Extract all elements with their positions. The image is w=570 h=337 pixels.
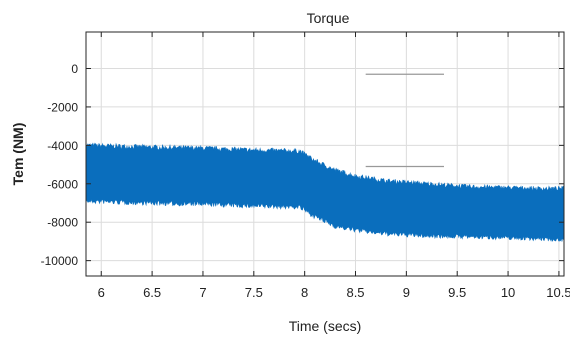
x-tick-label: 10.5 (546, 285, 570, 300)
y-tick-label: 0 (71, 62, 78, 76)
y-tick-labels: 0 -2000 -4000 -6000 -8000 -10000 (41, 62, 79, 268)
x-tick-label: 9.5 (448, 285, 466, 300)
y-tick-label: -4000 (47, 139, 78, 153)
x-tick-label: 9 (403, 285, 410, 300)
x-tick-label: 7 (199, 285, 206, 300)
x-tick-label: 8 (301, 285, 308, 300)
x-axis-label: Time (secs) (289, 318, 362, 334)
x-tick-label: 6 (98, 285, 105, 300)
y-tick-label: -10000 (41, 254, 79, 268)
reference-lines (365, 73, 444, 168)
x-tick-label: 7.5 (245, 285, 263, 300)
x-tick-label: 6.5 (143, 285, 161, 300)
axis-ticks (86, 32, 564, 276)
x-tick-labels: 6 6.5 7 7.5 8 8.5 9 9.5 10 10.5 (98, 285, 570, 300)
y-tick-label: -8000 (47, 216, 78, 230)
plot-frame (85, 31, 565, 277)
x-tick-label: 10 (501, 285, 515, 300)
y-tick-label: -2000 (47, 100, 78, 114)
x-tick-label: 8.5 (346, 285, 364, 300)
y-tick-label: -6000 (47, 177, 78, 191)
y-axis-label: Tem (NM) (10, 123, 26, 186)
chart-title: Torque (307, 10, 350, 26)
